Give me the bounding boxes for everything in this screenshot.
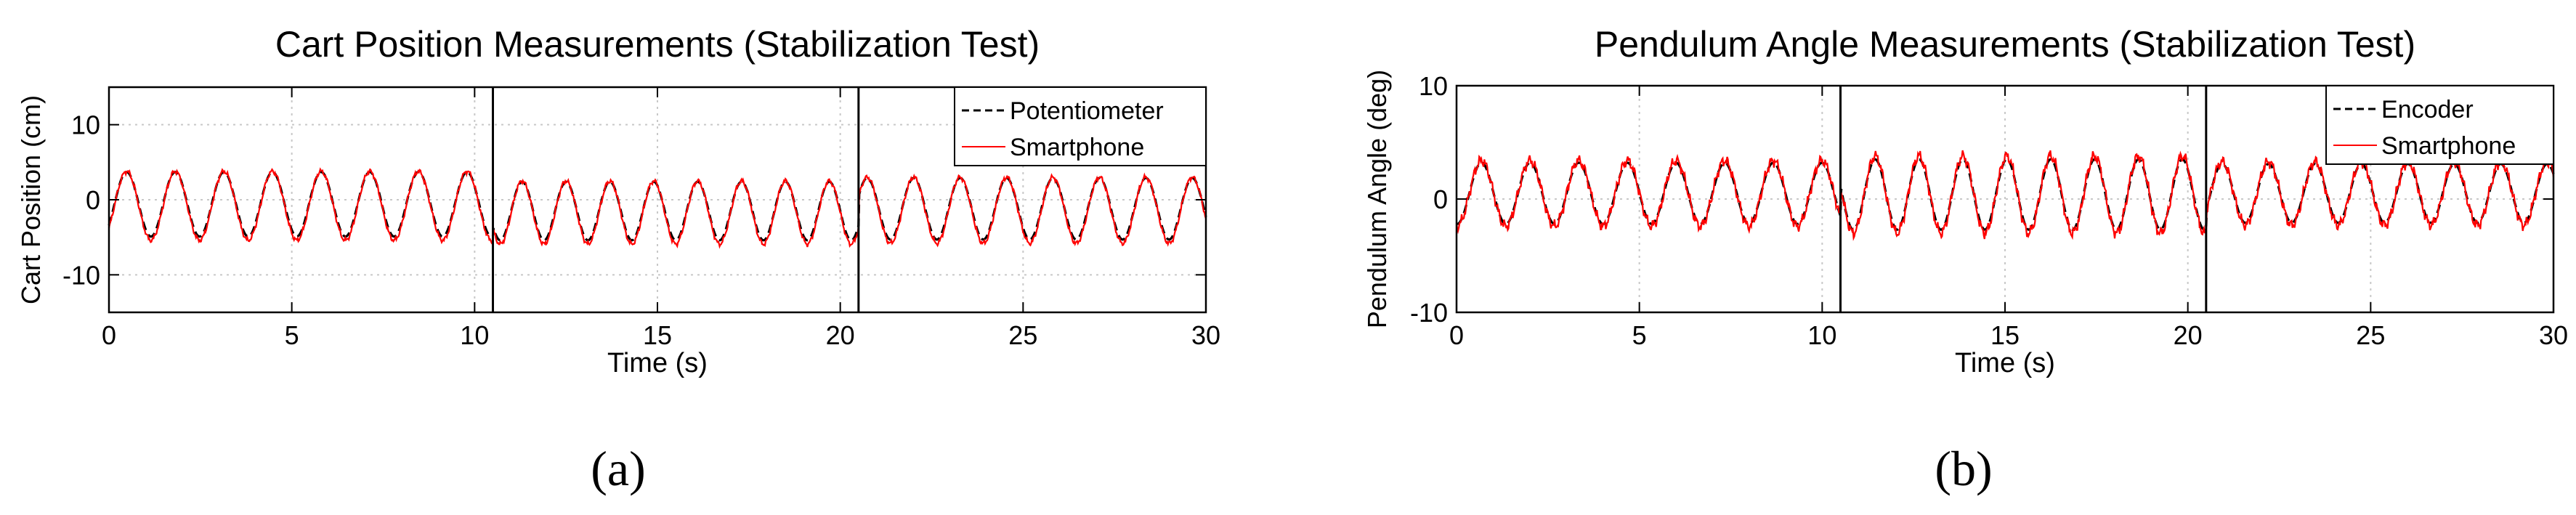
- chart-title: Pendulum Angle Measurements (Stabilizati…: [1595, 24, 2415, 65]
- caption-a: (a): [591, 441, 645, 496]
- legend: Encoder Smartphone: [2325, 85, 2554, 165]
- legend-label-smartphone: Smartphone: [1010, 134, 1144, 161]
- y-axis-label: Pendulum Angle (deg): [1362, 70, 1392, 328]
- x-tick-label: 15: [643, 320, 672, 350]
- y-axis-label: Cart Position (cm): [16, 95, 46, 304]
- series-line-smartphone: [1455, 150, 2555, 241]
- x-tick-label: 30: [2539, 320, 2568, 350]
- x-tick-label: 10: [1807, 320, 1836, 350]
- legend-label-encoder: Encoder: [2381, 96, 2474, 123]
- caption-b: (b): [1935, 441, 1992, 496]
- x-tick-label: 5: [1632, 320, 1647, 350]
- x-tick-label: 20: [826, 320, 855, 350]
- legend: Potentiometer Smartphone: [954, 86, 1207, 166]
- x-tick-label: 25: [1008, 320, 1037, 350]
- x-tick-label: 0: [1449, 320, 1464, 350]
- x-tick-label: 25: [2356, 320, 2385, 350]
- x-tick-label: 30: [1191, 320, 1220, 350]
- legend-label-potentiometer: Potentiometer: [1010, 97, 1164, 125]
- x-tick-label: 5: [285, 320, 299, 350]
- legend-box: [2325, 85, 2554, 165]
- y-tick-label: 0: [86, 185, 100, 215]
- legend-box: [954, 86, 1207, 166]
- y-tick-label: 10: [71, 110, 100, 140]
- x-tick-label: 10: [460, 320, 489, 350]
- y-tick-label: -10: [1410, 298, 1448, 328]
- chart-title: Cart Position Measurements (Stabilizatio…: [275, 24, 1040, 65]
- y-tick-label: 0: [1433, 184, 1448, 214]
- y-tick-label: 10: [1419, 71, 1448, 101]
- x-axis-label: Time (s): [1955, 348, 2055, 378]
- x-tick-label: 0: [102, 320, 116, 350]
- x-tick-label: 20: [2174, 320, 2203, 350]
- x-tick-label: 15: [1990, 320, 2020, 350]
- y-tick-label: -10: [62, 260, 100, 290]
- series-line-smartphone: [108, 167, 1207, 249]
- legend-label-smartphone: Smartphone: [2381, 132, 2516, 160]
- x-axis-label: Time (s): [607, 348, 708, 378]
